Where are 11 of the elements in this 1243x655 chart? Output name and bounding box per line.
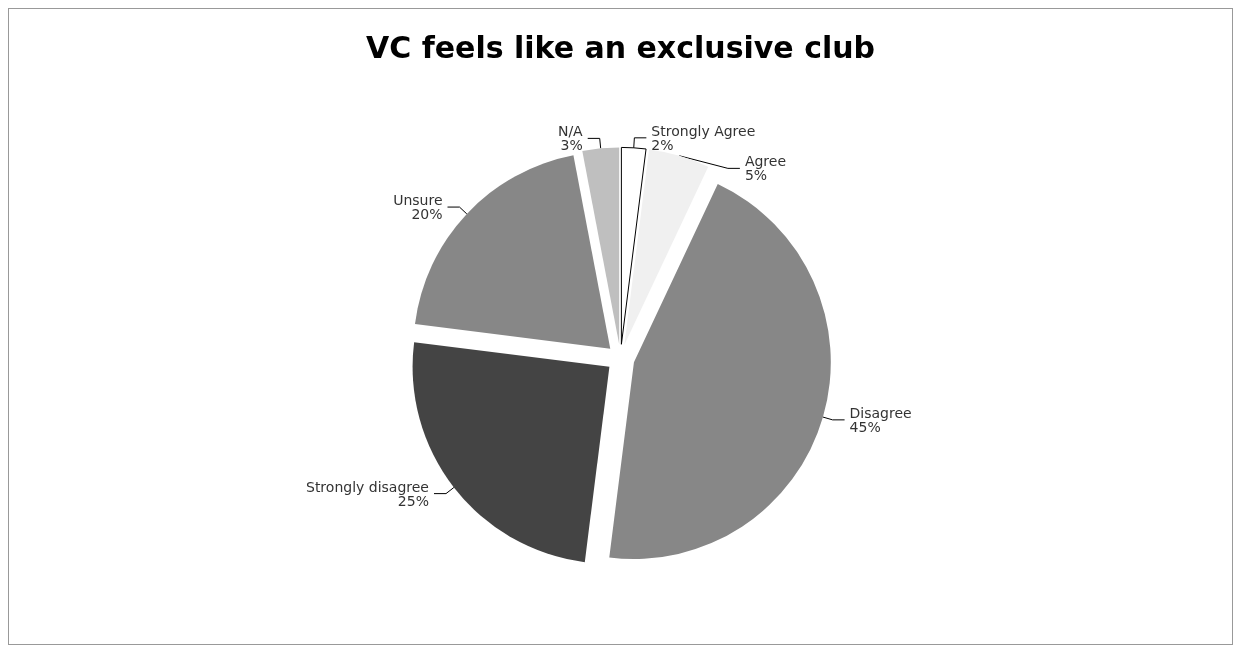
- slice-label: Strongly disagree: [305, 478, 429, 495]
- data-label: 45%: [849, 418, 881, 435]
- slice-label: Agree: [744, 153, 787, 170]
- slice-label: Disagree: [849, 404, 912, 421]
- data-label: 3%: [560, 137, 583, 154]
- slice-label: Strongly Agree: [651, 122, 756, 139]
- slice-label: N/A: [557, 123, 584, 140]
- data-label: 2%: [651, 136, 674, 153]
- data-label: 20%: [411, 206, 443, 223]
- chart-title: VC feels like an exclusive club: [365, 29, 876, 65]
- slice-label: Unsure: [393, 192, 443, 209]
